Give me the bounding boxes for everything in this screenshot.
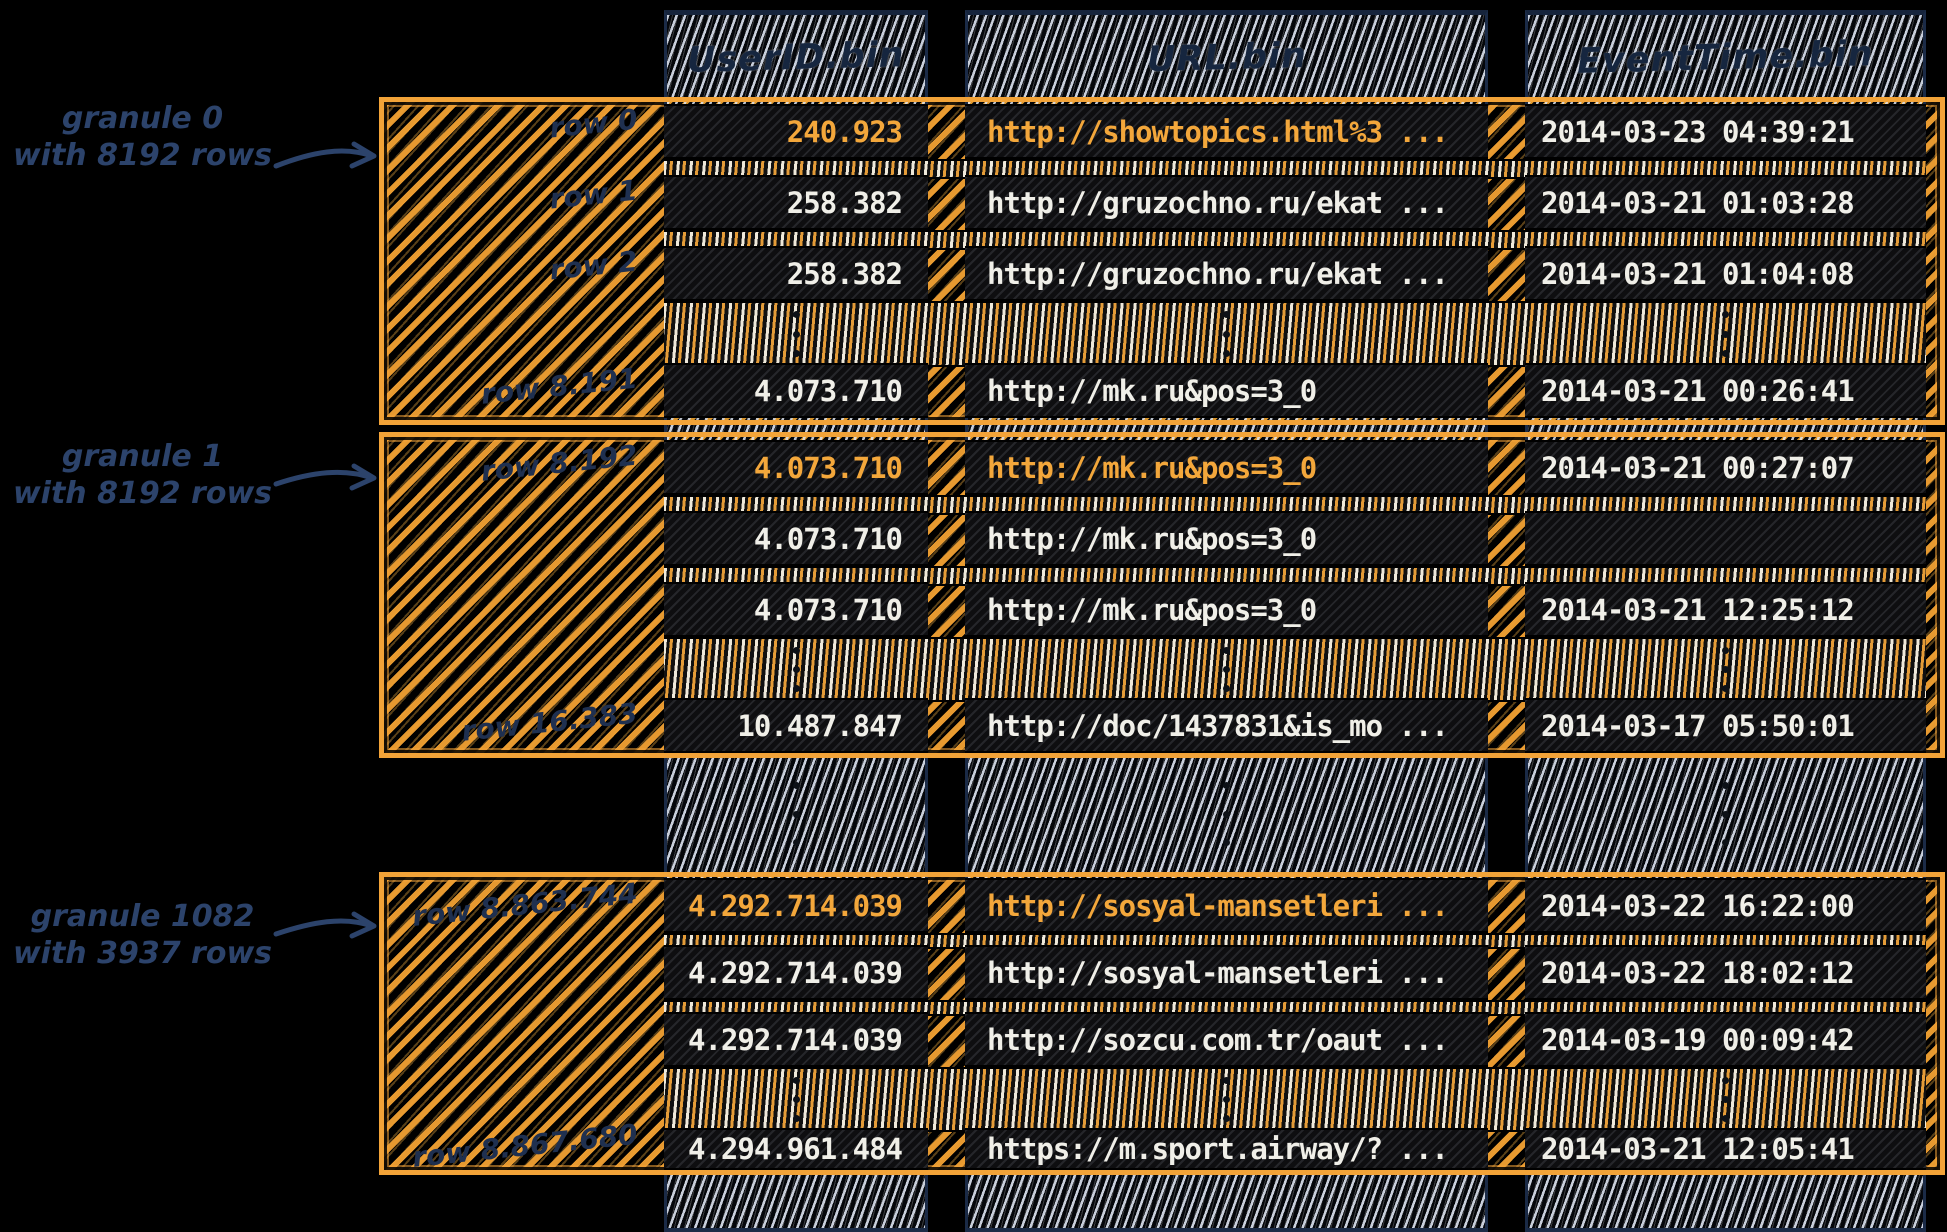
row-label: row 2: [547, 244, 640, 287]
column-header-url-label: URL.bin: [1146, 35, 1307, 81]
userid-cell: 4.292.714.039: [664, 945, 928, 1000]
row-separator: [664, 933, 1926, 949]
url-cell: https://m.sport.airway/? ...: [965, 1128, 1488, 1170]
eventtime-cell: 2014-03-23 04:39:21: [1525, 104, 1926, 159]
ellipsis-dots-icon: [1212, 311, 1240, 357]
annotation-granule-1: granule 1 with 8192 rows: [0, 438, 285, 512]
userid-cell: 258.382: [664, 175, 928, 230]
arrow-right-icon: [273, 463, 377, 491]
omitted-rows-band: [664, 1067, 1926, 1132]
omitted-rows-band: [664, 637, 1926, 702]
annotation-line: with 3937 rows: [12, 936, 273, 971]
granule-0-box: row 0 240.923 http://showtopics.html%3 .…: [379, 97, 1945, 425]
row-separator: [664, 230, 1926, 250]
eventtime-cell: 2014-03-21 00:27:07: [1525, 440, 1926, 495]
eventtime-cell: 2014-03-22 18:02:12: [1525, 945, 1926, 1000]
url-cell: http://mk.ru&pos=3_0: [965, 582, 1488, 637]
eventtime-cell: 2014-03-17 05:50:01: [1525, 698, 1926, 753]
eventtime-cell: 2014-03-22 16:22:00: [1525, 878, 1926, 933]
url-cell: http://sozcu.com.tr/oaut ...: [965, 1012, 1488, 1067]
ellipsis-dots-icon: [782, 647, 810, 692]
ellipsis-dots-icon: [1711, 1077, 1739, 1122]
row-label: row 1: [547, 173, 640, 216]
arrow-right-icon: [273, 911, 377, 939]
userid-cell: 240.923: [664, 104, 928, 159]
eventtime-cell: 2014-03-21 12:05:41: [1525, 1128, 1926, 1170]
annotation-line: granule 0: [61, 101, 224, 136]
column-header-eventtime: EventTime.bin: [1528, 15, 1923, 101]
column-header-eventtime-label: EventTime.bin: [1576, 34, 1875, 82]
eventtime-cell: 2014-03-21 01:03:28: [1525, 175, 1926, 230]
url-cell: http://doc/1437831&is_mo ...: [965, 698, 1488, 753]
annotation-granule-0: granule 0 with 8192 rows: [0, 100, 285, 174]
ellipsis-dots-icon: [1711, 311, 1739, 357]
column-header-userid: UserID.bin: [667, 15, 925, 101]
ellipsis-dots-icon: [1212, 647, 1240, 692]
ellipsis-dots-icon: [782, 1077, 810, 1122]
userid-cell: 258.382: [664, 246, 928, 301]
url-cell: http://mk.ru&pos=3_0: [965, 363, 1488, 418]
annotation-granule-1082: granule 1082 with 3937 rows: [0, 898, 285, 972]
annotation-line: granule 1: [61, 439, 224, 474]
ellipsis-dots-icon: [1212, 1077, 1240, 1122]
userid-cell: 4.073.710: [664, 582, 928, 637]
column-header-url: URL.bin: [968, 15, 1485, 101]
url-cell: http://sosyal-mansetleri ...: [965, 878, 1488, 933]
column-header-userid-label: UserID.bin: [686, 35, 906, 81]
userid-cell: 4.292.714.039: [664, 1012, 928, 1067]
omitted-rows-band: [664, 301, 1926, 367]
annotation-line: granule 1082: [30, 899, 255, 934]
row-label: row 0: [547, 102, 640, 145]
eventtime-cell: 2014-03-21 12:25:12: [1525, 582, 1926, 637]
url-cell: http://sosyal-mansetleri ...: [965, 945, 1488, 1000]
ellipsis-dots-icon: [782, 782, 810, 846]
userid-cell: 4.294.961.484: [664, 1128, 928, 1170]
ellipsis-dots-icon: [1212, 782, 1240, 846]
row-label: row 8.863.744: [410, 876, 640, 934]
granule-1-box: row 8.192 4.073.710 http://mk.ru&pos=3_0…: [379, 432, 1945, 758]
ellipsis-dots-icon: [1711, 782, 1739, 846]
userid-cell: 10.487.847: [664, 698, 928, 753]
url-cell: http://gruzochno.ru/ekat ...: [965, 246, 1488, 301]
eventtime-cell: [1525, 511, 1926, 566]
annotation-line: with 8192 rows: [12, 138, 273, 173]
url-cell: http://gruzochno.ru/ekat ...: [965, 175, 1488, 230]
userid-cell: 4.073.710: [664, 511, 928, 566]
row-label: row 8.192: [479, 438, 640, 488]
annotation-line: with 8192 rows: [12, 476, 273, 511]
url-cell: http://mk.ru&pos=3_0: [965, 440, 1488, 495]
eventtime-cell: 2014-03-21 00:26:41: [1525, 363, 1926, 418]
url-cell: http://mk.ru&pos=3_0: [965, 511, 1488, 566]
eventtime-cell: 2014-03-21 01:04:08: [1525, 246, 1926, 301]
row-label: row 8.867.680: [410, 1117, 640, 1174]
eventtime-cell: 2014-03-19 00:09:42: [1525, 1012, 1926, 1067]
granule-1082-box: row 8.863.744 4.292.714.039 http://sosya…: [379, 872, 1945, 1175]
row-label: row 8.191: [479, 361, 640, 411]
userid-cell: 4.073.710: [664, 363, 928, 418]
url-cell: http://showtopics.html%3 ...: [965, 104, 1488, 159]
userid-cell: 4.292.714.039: [664, 878, 928, 933]
ellipsis-dots-icon: [1711, 647, 1739, 692]
userid-cell: 4.073.710: [664, 440, 928, 495]
arrow-right-icon: [273, 141, 377, 169]
row-label: row 16.383: [459, 696, 640, 748]
ellipsis-dots-icon: [782, 311, 810, 357]
